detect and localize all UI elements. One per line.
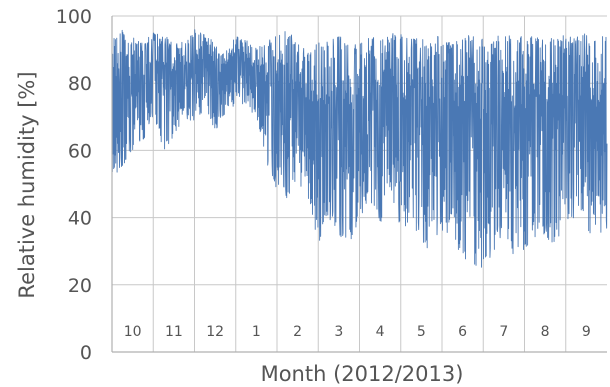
humidity-line — [111, 29, 608, 268]
y-tick-60: 60 — [68, 140, 92, 162]
y-tick-80: 80 — [68, 73, 92, 95]
month-label-3: 3 — [334, 324, 343, 340]
x-axis-title: Month (2012/2013) — [261, 362, 464, 386]
month-label-12: 12 — [206, 324, 224, 340]
month-label-8: 8 — [541, 324, 550, 340]
humidity-series — [111, 29, 608, 268]
month-label-4: 4 — [376, 324, 385, 340]
y-axis-title: Relative humidity [%] — [15, 71, 39, 298]
y-tick-40: 40 — [68, 208, 92, 230]
month-label-2: 2 — [293, 324, 302, 340]
y-tick-100: 100 — [56, 6, 92, 28]
month-label-10: 10 — [124, 324, 142, 340]
month-label-9: 9 — [582, 324, 591, 340]
month-label-11: 11 — [165, 324, 183, 340]
month-label-7: 7 — [499, 324, 508, 340]
y-tick-0: 0 — [80, 342, 92, 364]
month-label-1: 1 — [252, 324, 261, 340]
axes — [111, 16, 607, 353]
month-label-6: 6 — [458, 324, 467, 340]
y-tick-20: 20 — [68, 275, 92, 297]
month-label-5: 5 — [417, 324, 426, 340]
y-tick-labels: 0 20 40 60 80 100 — [56, 6, 92, 364]
month-labels: 10 11 12 1 2 3 4 5 6 7 8 9 — [124, 324, 591, 340]
